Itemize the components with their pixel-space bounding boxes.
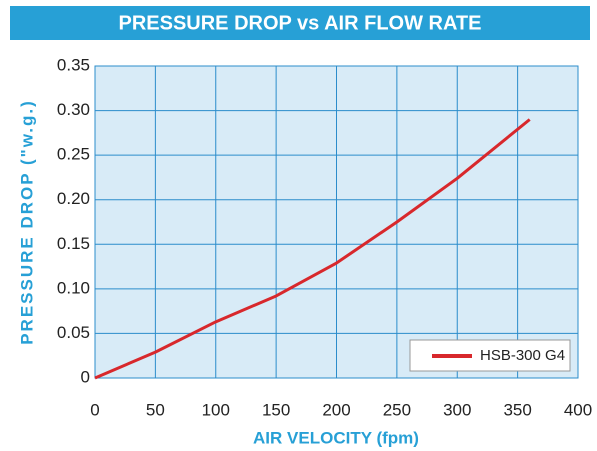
- x-tick-label: 50: [146, 400, 165, 419]
- x-tick-label: 400: [564, 400, 592, 419]
- legend-label: HSB-300 G4: [480, 347, 565, 364]
- x-tick-label: 250: [383, 400, 411, 419]
- x-tick-label: 150: [262, 400, 290, 419]
- x-tick-label: 200: [322, 400, 350, 419]
- x-tick-label: 300: [443, 400, 471, 419]
- y-tick-label: 0.30: [57, 100, 90, 119]
- y-tick-label: 0.25: [57, 145, 90, 164]
- plot-border: [94, 65, 579, 379]
- x-tick-label: 350: [503, 400, 531, 419]
- x-tick-label: 100: [202, 400, 230, 419]
- chart-title: PRESSURE DROP vs AIR FLOW RATE: [118, 12, 481, 34]
- y-tick-label: 0.35: [57, 55, 90, 74]
- data-line: [94, 118, 531, 380]
- y-axis-label: PRESSURE DROP ("w.g.): [17, 99, 36, 345]
- x-tick-label: 0: [90, 400, 99, 419]
- y-tick-label: 0.20: [57, 189, 90, 208]
- title-bar: [10, 6, 590, 40]
- x-axis-label: AIR VELOCITY (fpm): [253, 428, 419, 447]
- y-tick-label: 0.15: [57, 234, 90, 253]
- y-tick-label: 0: [81, 367, 90, 386]
- y-tick-label: 0.10: [57, 278, 90, 297]
- y-tick-label: 0.05: [57, 323, 90, 342]
